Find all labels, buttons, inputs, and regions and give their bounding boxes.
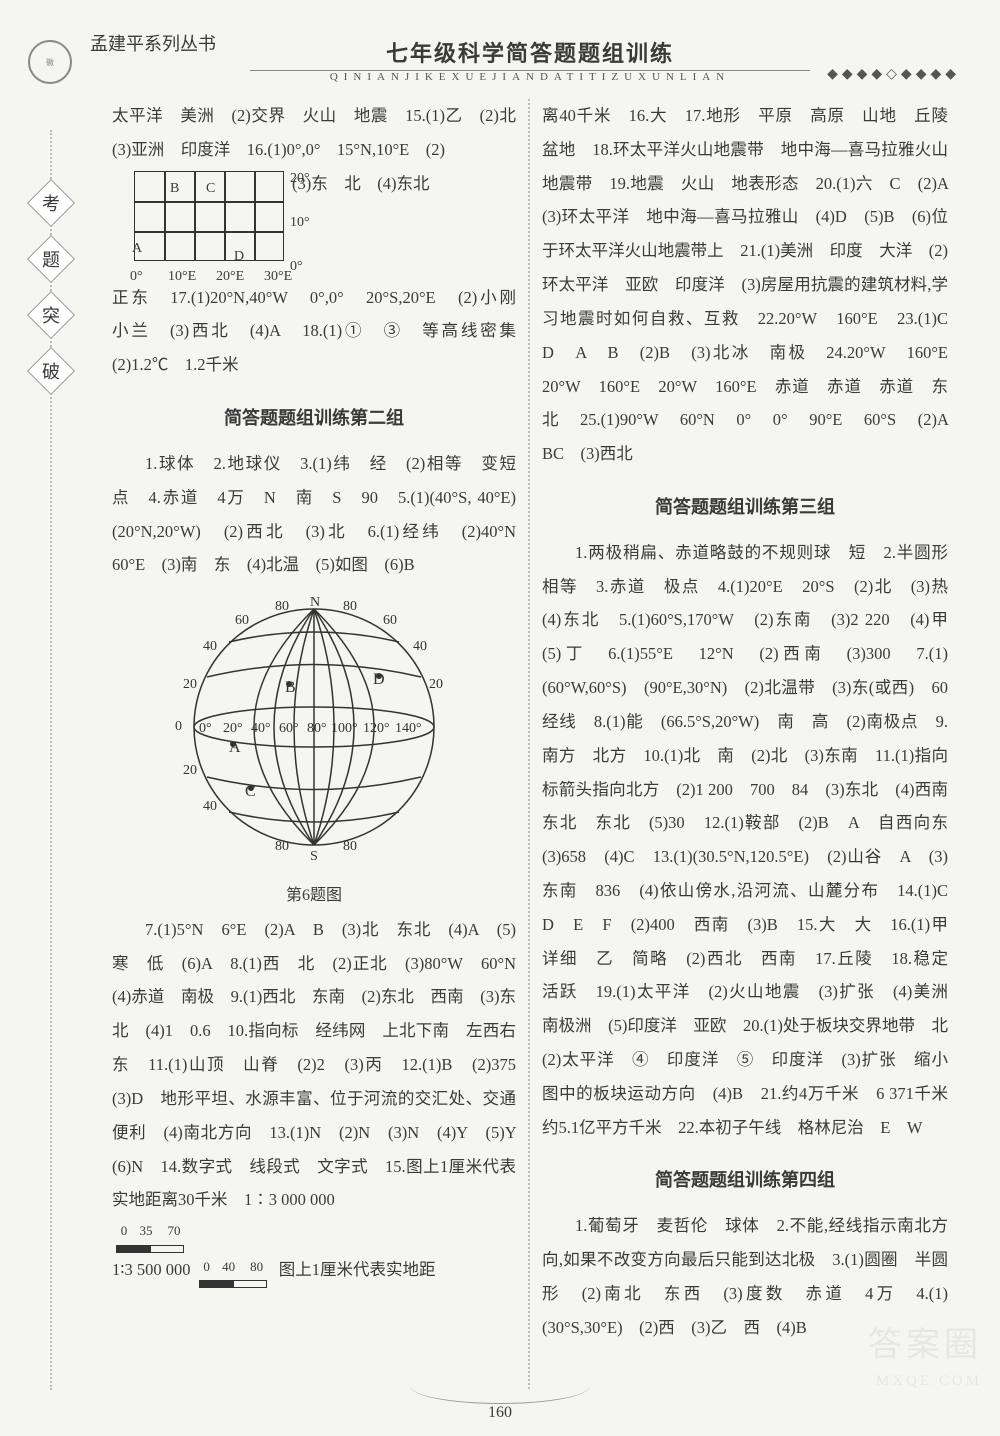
svg-text:40°: 40° xyxy=(251,721,271,736)
svg-text:40: 40 xyxy=(203,639,217,654)
svg-text:80: 80 xyxy=(343,599,357,614)
globe-figure: N S 0° 20° 40° 60° 80° 100° 120° 140° 0 … xyxy=(112,592,516,874)
watermark-url: MXQE.COM xyxy=(876,1373,982,1390)
svg-text:80°: 80° xyxy=(307,721,327,736)
svg-text:80: 80 xyxy=(275,599,289,614)
page-number: 160 xyxy=(488,1404,512,1421)
publisher-logo: 徽 xyxy=(28,40,72,84)
left-p1: 太平洋 美洲 (2)交界 火山 地震 15.(1)乙 (2)北 (3)亚洲 印度… xyxy=(112,106,533,159)
section-2-title: 简答题题组训练第二组 xyxy=(112,400,516,437)
svg-text:80: 80 xyxy=(275,839,289,854)
grid-point-a: A xyxy=(132,235,142,264)
svg-text:20: 20 xyxy=(183,763,197,778)
svg-text:N: N xyxy=(310,595,320,610)
grid-figure: A B C D 20° 10° 0° 0° 10°E 20°E 30°E xyxy=(112,171,284,281)
right-p2: 1.两极稍扁、赤道略鼓的不规则球 短 2.半圆形 相等 3.赤道 极点 4.(1… xyxy=(542,536,948,1145)
header-ornament: ◆◆◆◆◇◆◆◆◆ xyxy=(827,66,960,83)
svg-text:A: A xyxy=(229,739,241,756)
scale-bar-2: 0 40 80 xyxy=(199,1254,271,1289)
scale-bar-1: 0 35 70 xyxy=(116,1218,188,1253)
grid-point-b: B xyxy=(170,175,179,204)
svg-text:140°: 140° xyxy=(395,721,422,736)
svg-text:100°: 100° xyxy=(331,721,358,736)
rail-char-2: 题 xyxy=(27,235,75,283)
globe-caption: 第6题图 xyxy=(112,880,516,913)
left-p5a: 1∶3 500 000 xyxy=(112,1260,191,1279)
page-footer: 160 xyxy=(0,1390,1000,1422)
rail-char-3: 突 xyxy=(27,291,75,339)
svg-text:60: 60 xyxy=(383,613,397,628)
section-3-title: 简答题题组训练第三组 xyxy=(542,489,948,526)
svg-text:60: 60 xyxy=(235,613,249,628)
content-columns: 太平洋 美洲 (2)交界 火山 地震 15.(1)乙 (2)北 (3)亚洲 印度… xyxy=(100,99,960,1389)
svg-text:80: 80 xyxy=(343,839,357,854)
svg-text:20: 20 xyxy=(183,677,197,692)
svg-text:0°: 0° xyxy=(199,721,212,736)
left-column: 太平洋 美洲 (2)交界 火山 地震 15.(1)乙 (2)北 (3)亚洲 印度… xyxy=(100,99,530,1389)
svg-text:S: S xyxy=(310,849,318,862)
right-column: 离40千米 16.大 17.地形 平原 高原 山地 丘陵 盆地 18.环太平洋火… xyxy=(530,99,960,1389)
left-p5b: 图上1厘米代表实地距 xyxy=(279,1260,436,1279)
page-header: 孟建平系列丛书 七年级科学简答题题组训练 QINIANJIKEXUEJIANDA… xyxy=(100,30,960,83)
svg-text:120°: 120° xyxy=(363,721,390,736)
rail-char-1: 考 xyxy=(27,179,75,227)
svg-text:0: 0 xyxy=(175,719,182,734)
rail-char-4: 破 xyxy=(27,347,75,395)
right-p1: 离40千米 16.大 17.地形 平原 高原 山地 丘陵 盆地 18.环太平洋火… xyxy=(542,99,948,471)
left-p4: 7.(1)5°N 6°E (2)A B (3)北 东北 (4)A (5)寒 低 … xyxy=(112,913,516,1217)
side-rail: 徽 考 题 突 破 xyxy=(28,40,78,1380)
svg-text:60°: 60° xyxy=(279,721,299,736)
svg-text:40: 40 xyxy=(413,639,427,654)
left-p2: 正东 17.(1)20°N,40°W 0°,0° 20°S,20°E (2)小刚… xyxy=(112,281,516,382)
svg-text:20: 20 xyxy=(429,677,443,692)
page-title: 七年级科学简答题题组训练 xyxy=(100,36,960,68)
section-4-title: 简答题题组训练第四组 xyxy=(542,1162,948,1199)
svg-text:40: 40 xyxy=(203,799,217,814)
left-p3: 1.球体 2.地球仪 3.(1)纬 经 (2)相等 变短 点 4.赤道 4万 N… xyxy=(112,447,516,582)
watermark: 答案圈 xyxy=(868,1317,982,1366)
svg-text:20°: 20° xyxy=(223,721,243,736)
left-p1b: (3)东 北 (4)东北 xyxy=(284,167,516,201)
grid-point-c: C xyxy=(206,175,215,204)
